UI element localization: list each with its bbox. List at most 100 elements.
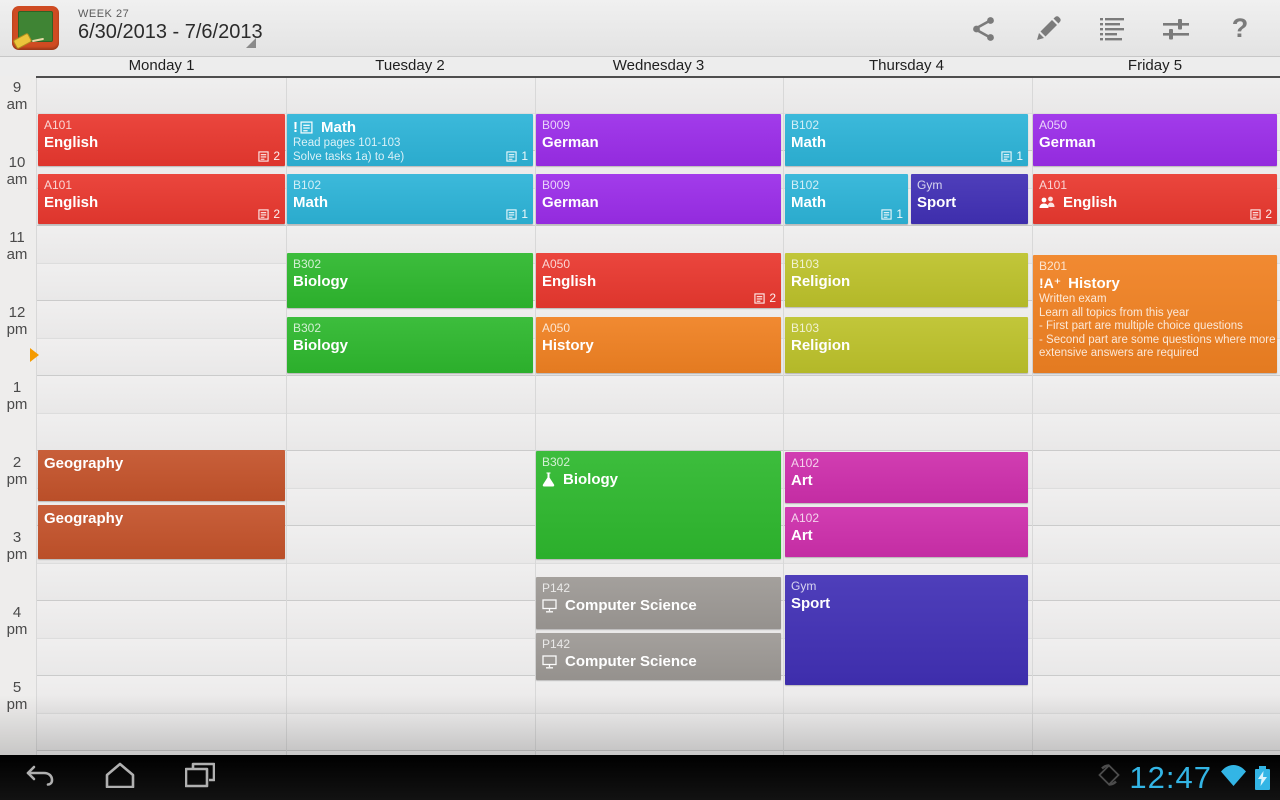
event-block[interactable]: B302 Biology [287,253,533,308]
event-block[interactable]: B103 Religion [785,253,1028,307]
event-room: A050 [542,257,571,271]
time-axis-label: 12 pm [6,304,28,338]
edit-button[interactable] [1016,0,1080,57]
event-block[interactable]: A102 Art [785,452,1028,503]
event-block[interactable]: B009 German [536,114,781,166]
event-name: Sport [917,194,957,211]
help-button[interactable]: ? [1208,0,1272,57]
event-note: Written exam [1039,293,1107,305]
current-time-marker-icon [30,348,39,362]
event-block[interactable]: Gym Sport [785,575,1028,685]
share-button[interactable] [952,0,1016,57]
time-axis-label: 4 pm [6,604,28,638]
event-room: B201 [1039,259,1068,273]
note-icon [258,208,271,220]
time-gutter [0,76,36,755]
note-icon [754,292,767,304]
half-hour-line [36,713,1280,714]
day-header: Wednesday 3 [612,57,705,74]
app-logo-chalkboard-icon[interactable] [12,6,59,50]
event-name: German [542,134,599,151]
event-block[interactable]: P142 Computer Science [536,633,781,680]
note-icon [506,208,519,220]
event-name: Religion [791,337,851,354]
event-block[interactable]: B302 Biology [287,317,533,373]
event-block[interactable]: B201 !A⁺ History Written exam Learn all topi… [1033,255,1277,373]
event-block[interactable]: P142 Computer Science [536,577,781,629]
event-room: Gym [791,579,817,593]
battery-charging-icon [1255,765,1270,790]
event-name: English [1039,193,1277,212]
event-name: Religion [791,273,851,290]
event-block[interactable]: A101 English 2 [38,114,285,166]
time-axis-label: 3 pm [6,529,28,563]
event-block[interactable]: B102 Math 1 [287,174,533,224]
hour-line [36,450,1280,451]
event-name: History [542,337,594,354]
note-icon [1250,208,1263,220]
task-count-badge: 2 [754,291,776,305]
recents-button[interactable] [160,755,240,800]
event-block[interactable]: A050 History [536,317,781,373]
event-room: A050 [542,321,571,335]
task-count-badge: 2 [258,207,280,221]
event-room: B103 [791,257,820,271]
list-icon [1100,17,1124,41]
event-block[interactable]: A050 German [1033,114,1277,166]
event-name: Sport [791,595,831,612]
event-block[interactable]: B102 Math 1 [785,114,1028,166]
event-block[interactable]: B103 Religion [785,317,1028,373]
action-buttons: ? [952,0,1272,57]
settings-button[interactable] [1144,0,1208,57]
event-block[interactable]: A101 English 2 [38,174,285,224]
task-count-badge: 2 [258,149,280,163]
event-room: B102 [791,118,820,132]
exam-icon: !A⁺ [1039,275,1062,291]
event-note: Solve tasks 1a) to 4e) [293,150,405,163]
event-room: P142 [542,581,571,595]
time-axis-label: 10 am [6,154,28,188]
event-name: Math [791,134,826,151]
event-block[interactable]: Gym Sport [911,174,1028,224]
event-block[interactable]: Geography [38,450,285,501]
hour-line [36,375,1280,376]
event-room: A050 [1039,118,1068,132]
header-divider [36,76,1280,78]
event-block[interactable]: B009 German [536,174,781,224]
time-axis-label: 1 pm [6,379,28,413]
event-name: Math [293,194,328,211]
time-axis-label: 2 pm [6,454,28,488]
event-block[interactable]: Geography [38,505,285,559]
back-button[interactable] [0,755,80,800]
share-icon [972,16,996,42]
event-note: - First part are multiple choice questio… [1039,320,1243,332]
column-separator [36,78,37,755]
week-grid[interactable]: 9 am 10 am 11 am 12 pm 1 pm 2 pm 3 pm 4 pm 5 pm A101 Engli… [0,76,1280,755]
list-view-button[interactable] [1080,0,1144,57]
event-block[interactable]: A101 English 2 [1033,174,1277,224]
event-note: Learn all topics from this year [1039,306,1190,319]
event-room: B009 [542,118,571,132]
rotation-lock-icon [1097,763,1121,792]
event-name: Art [791,472,813,489]
event-block[interactable]: B302 Biology [536,451,781,559]
event-note: Read pages 101-103 [293,137,401,149]
recents-icon [184,762,216,793]
column-separator [1032,78,1033,755]
event-block[interactable]: A102 Art [785,507,1028,557]
event-room: A102 [791,456,820,470]
week-selector[interactable]: WEEK 27 6/30/2013 - 7/6/2013 [78,8,263,44]
tune-sliders-icon [1163,16,1189,42]
event-block[interactable]: ! Math Read pages 101-103 Solve tasks 1a) t… [287,114,533,166]
status-area: 12:47 [1097,755,1270,800]
event-block[interactable]: B102 Math 1 [785,174,908,224]
spinner-dropdown-icon[interactable] [246,38,256,48]
home-button[interactable] [80,755,160,800]
event-name: !A⁺ History [1039,275,1120,292]
column-separator [286,78,287,755]
day-header: Thursday 4 [868,57,945,74]
day-header: Tuesday 2 [375,57,445,74]
day-header-row: Monday 1 Tuesday 2 Wednesday 3 Thursday 4 Fr… [0,57,1280,76]
event-block[interactable]: A050 English 2 [536,253,781,308]
